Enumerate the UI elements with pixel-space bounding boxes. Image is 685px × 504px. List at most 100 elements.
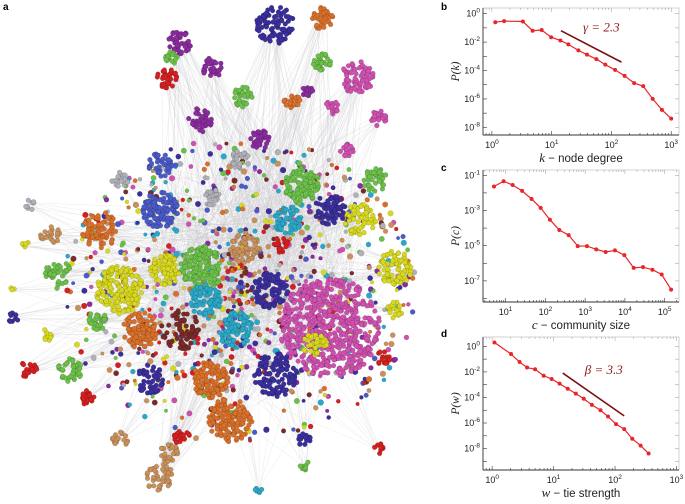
network-node (314, 336, 320, 342)
network-node (212, 249, 218, 256)
network-node (149, 272, 155, 278)
network-node (253, 191, 259, 197)
network-node (346, 167, 352, 173)
network-edge (169, 74, 228, 235)
network-node (82, 211, 89, 219)
network-node (283, 189, 290, 195)
network-edge (150, 324, 273, 374)
community-cluster (369, 108, 389, 129)
network-node (50, 238, 56, 244)
network-node (289, 26, 295, 32)
network-node (263, 363, 269, 369)
network-node (194, 200, 202, 208)
network-edge (258, 337, 357, 489)
network-node (317, 281, 323, 287)
network-node (333, 99, 339, 105)
network-node (239, 420, 245, 426)
network-node (186, 212, 192, 218)
network-node (365, 84, 372, 90)
network-node (244, 425, 250, 432)
network-node (146, 259, 151, 264)
network-node (361, 352, 367, 359)
network-node (216, 226, 222, 232)
network-node (291, 382, 297, 388)
network-node (237, 228, 243, 234)
network-node (199, 113, 205, 120)
network-node (113, 266, 120, 272)
network-edge (327, 216, 331, 284)
community-cluster (281, 93, 303, 111)
network-node (239, 273, 244, 279)
network-edge (307, 77, 363, 255)
network-node (191, 216, 197, 221)
network-node (216, 72, 222, 78)
network-node (217, 411, 224, 417)
network-node (403, 277, 409, 283)
network-node (13, 312, 19, 318)
network-node (321, 309, 327, 315)
network-node (365, 68, 371, 74)
network-node (153, 297, 158, 302)
network-node (42, 270, 48, 276)
network-node (350, 281, 356, 287)
network-node (195, 341, 201, 346)
network-node (318, 256, 323, 261)
network-node (250, 297, 255, 302)
network-node (105, 248, 111, 254)
network-node (353, 334, 359, 340)
network-node (299, 273, 304, 279)
network-node (117, 346, 124, 352)
network-node (295, 358, 301, 364)
network-node (194, 106, 200, 112)
network-node (161, 82, 167, 88)
network-edge (105, 223, 255, 227)
network-node (377, 212, 383, 218)
network-node (249, 94, 255, 100)
network-node (316, 291, 322, 297)
network-node (98, 298, 104, 304)
network-edge (234, 92, 248, 262)
network-node (321, 24, 327, 30)
network-node (409, 275, 416, 281)
network-node (358, 321, 364, 328)
network-node (223, 358, 230, 365)
community-cluster (42, 327, 54, 343)
network-edge (236, 105, 332, 193)
network-node (400, 233, 406, 240)
network-node (216, 144, 223, 151)
network-node (230, 238, 236, 245)
network-node (241, 93, 247, 99)
network-node (332, 333, 339, 339)
network-node (300, 244, 305, 249)
network-node (291, 427, 296, 432)
network-node (236, 249, 242, 255)
network-node (351, 207, 357, 214)
network-node (227, 296, 232, 301)
network-node (355, 353, 361, 359)
network-node (193, 435, 199, 442)
network-node (244, 175, 251, 182)
network-edge (349, 71, 355, 319)
network-node (319, 202, 325, 208)
network-node (290, 291, 296, 297)
network-node (283, 31, 290, 37)
network-node (245, 258, 251, 264)
network-node (383, 341, 389, 347)
network-edge (29, 202, 230, 232)
network-node (215, 280, 221, 286)
network-node (310, 88, 316, 94)
network-node (303, 283, 309, 289)
network-node (324, 362, 330, 368)
network-node (199, 353, 204, 358)
network-node (317, 195, 323, 201)
network-node (217, 244, 222, 250)
network-node (83, 272, 90, 279)
network-node (368, 299, 374, 305)
network-edge (118, 259, 330, 443)
network-node (278, 336, 285, 342)
network-node (186, 431, 192, 437)
network-node (319, 363, 325, 369)
network-node (201, 341, 208, 347)
network-node (181, 269, 187, 275)
network-node (387, 357, 393, 363)
